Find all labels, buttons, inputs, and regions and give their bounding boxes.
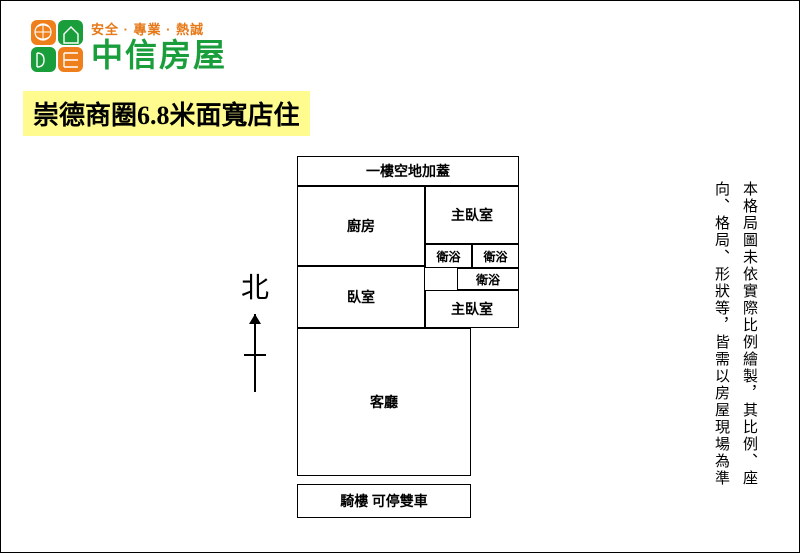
north-indicator: 北 [241,266,269,392]
room-living: 客廳 [297,328,471,476]
disclaimer: 本格局圖未依實際比例繪製，其比例、座 向、格局、形狀等，皆需以房屋現場為準 [709,181,761,487]
brand-logo-icon [31,20,83,72]
room-bath1: 衛浴 [425,244,472,268]
logo-text: 安全 · 專業 · 熱誠 中信房屋 [91,19,227,73]
disclaimer-col-1: 本格局圖未依實際比例繪製，其比例、座 [737,181,761,487]
room-master2: 主臥室 [425,290,519,328]
listing-title: 崇德商圈6.8米面寬店住 [23,91,310,136]
room-bath3: 衛浴 [457,268,519,290]
room-attic: 一樓空地加蓋 [297,156,519,186]
room-arcade: 騎樓 可停雙車 [297,484,471,518]
room-master1: 主臥室 [425,186,519,244]
north-arrow-icon [254,314,256,392]
room-kitchen: 廚房 [297,186,425,266]
room-bedroom: 臥室 [297,266,425,328]
logo-area: 安全 · 專業 · 熱誠 中信房屋 [31,19,227,73]
floor-plan: 一樓空地加蓋廚房主臥室衛浴衛浴衛浴臥室主臥室客廳騎樓 可停雙車 [297,156,519,518]
disclaimer-col-2: 向、格局、形狀等，皆需以房屋現場為準 [709,181,733,487]
room-bath2: 衛浴 [472,244,519,268]
tagline: 安全 · 專業 · 熱誠 [91,19,227,38]
north-label: 北 [241,266,269,306]
brand-name: 中信房屋 [91,38,227,73]
